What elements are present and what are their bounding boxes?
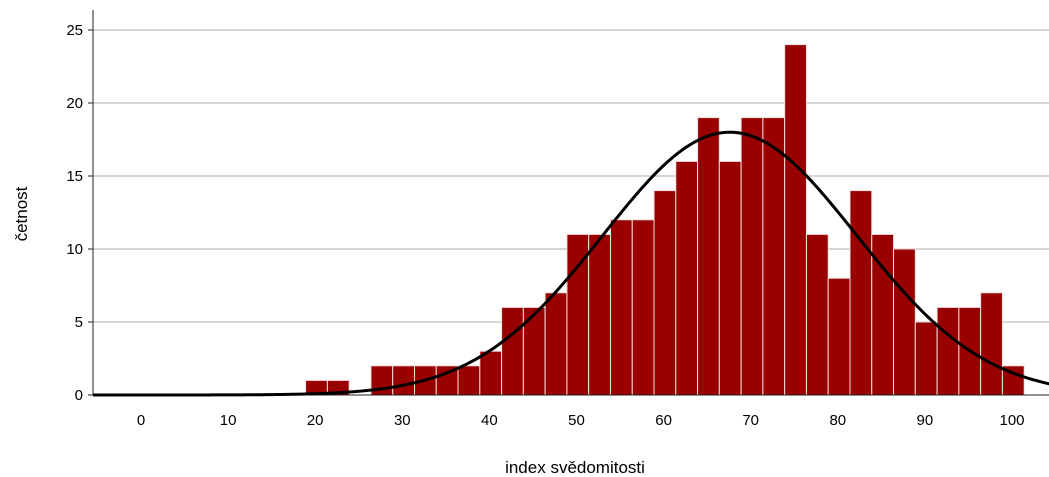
histogram-bar-20 [762, 117, 786, 396]
histogram-bar-27 [914, 321, 938, 396]
x-tick-label-80: 80 [829, 412, 846, 429]
histogram-bar-10 [544, 292, 568, 396]
tick-labels: 0 5 10 15 20 25 0 10 20 30 40 50 60 70 80 90 100 [66, 22, 1024, 429]
x-tick-label-90: 90 [917, 412, 934, 429]
normal-distribution-curve [93, 130, 1049, 397]
y-tick-label-25: 25 [66, 22, 83, 39]
histogram-bars [305, 44, 1025, 396]
histogram-bar-18 [718, 160, 742, 396]
y-tick-label-15: 15 [66, 168, 83, 185]
histogram-bar-13 [609, 219, 633, 396]
x-tick-label-20: 20 [307, 412, 324, 429]
histogram-bar-6 [457, 365, 481, 396]
y-tick-label-0: 0 [75, 387, 83, 404]
y-tick-label-10: 10 [66, 241, 83, 258]
histogram-bar-8 [501, 306, 524, 396]
x-tick-label-10: 10 [220, 412, 237, 429]
y-axis-title: četnost [12, 186, 31, 241]
histogram-bar-19 [740, 117, 764, 396]
histogram-bar-14 [631, 219, 655, 396]
histogram-bar-22 [805, 233, 829, 396]
histogram-bar-16 [675, 160, 699, 396]
histogram-bar-3 [392, 365, 415, 396]
histogram-bar-28 [936, 306, 960, 396]
x-tick-label-40: 40 [481, 412, 498, 429]
histogram-bar-12 [588, 233, 611, 396]
x-axis-title: index svědomitosti [505, 458, 645, 477]
x-tick-label-60: 60 [655, 412, 672, 429]
histogram-bar-21 [784, 44, 807, 396]
x-tick-label-70: 70 [742, 412, 759, 429]
y-tick-label-5: 5 [75, 314, 83, 331]
histogram-bar-24 [849, 190, 873, 396]
y-tick-label-20: 20 [66, 95, 83, 112]
histogram-bar-7 [479, 350, 503, 396]
histogram-bar-17 [697, 117, 720, 396]
x-tick-label-0: 0 [137, 412, 145, 429]
histogram-bar-30 [980, 292, 1003, 396]
histogram-bar-26 [893, 248, 916, 396]
histogram-bar-15 [653, 190, 677, 396]
x-tick-label-50: 50 [568, 412, 585, 429]
histogram-bar-23 [827, 277, 851, 396]
x-tick-label-30: 30 [394, 412, 411, 429]
x-tick-label-100: 100 [999, 412, 1024, 429]
